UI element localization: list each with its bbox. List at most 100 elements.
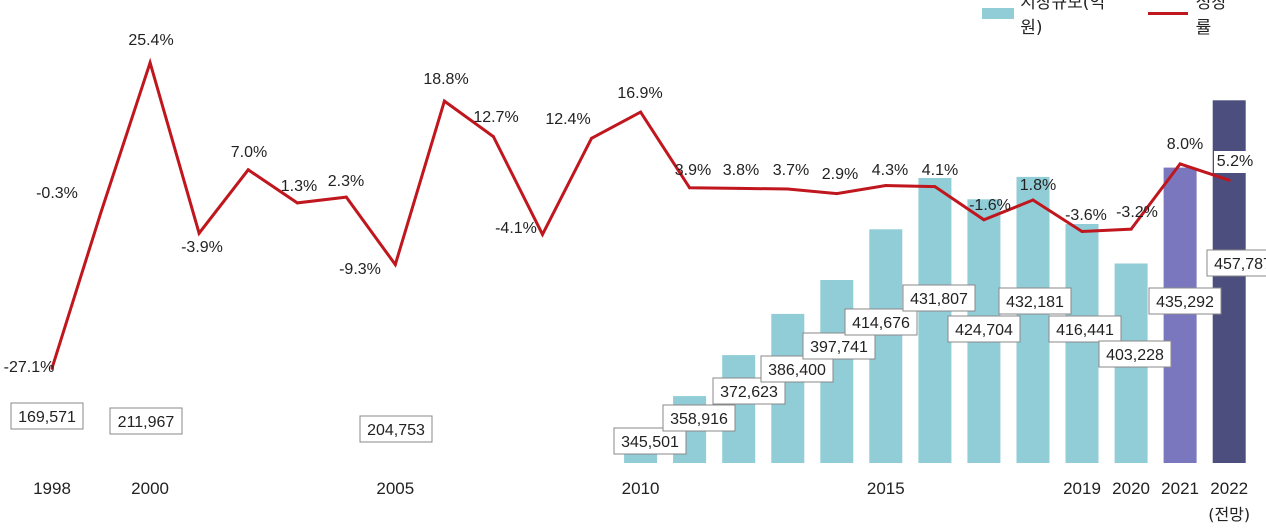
growth-label-bg [1214, 151, 1256, 173]
bar-value-label: 414,676 [852, 315, 910, 332]
bar-2019 [1065, 224, 1099, 463]
line-value-labels: -27.1% -0.3% 25.4% -3.9% 7.0% 1.3% 2.3% -9.3% 18… [4, 32, 1256, 376]
x-tick-label: 2010 [622, 479, 660, 498]
legend-line-label: 성장률 [1195, 0, 1227, 38]
legend-bar-label: 시장규모(억원) [1020, 0, 1106, 38]
bar-value-label-box [109, 407, 183, 435]
bar-value-label: 204,753 [367, 422, 425, 439]
growth-point-2004 [344, 195, 348, 199]
legend-item-growth-rate[interactable]: 성장률 [1147, 0, 1240, 38]
growth-value-label: 1.3% [281, 178, 317, 195]
bar-value-label: 457,787 [1214, 256, 1266, 273]
growth-point-2003 [295, 201, 299, 205]
bar-value-label-box [1148, 287, 1222, 315]
growth-point-2020 [1129, 227, 1133, 231]
growth-point-2009 [590, 136, 593, 140]
x-tick-sublabel: (전망) [1208, 505, 1250, 524]
bar-value-label: 431,807 [910, 291, 968, 308]
growth-point-2005 [393, 263, 397, 267]
growth-value-label: 3.8% [723, 162, 759, 179]
bar-value-label: 424,704 [955, 322, 1013, 339]
growth-point-2022 [1227, 178, 1231, 182]
bar-value-label: 435,292 [1156, 294, 1214, 311]
growth-value-label: -3.9% [181, 239, 223, 256]
bar-value-label: 432,181 [1006, 294, 1064, 311]
legend-line-swatch [1147, 11, 1188, 15]
growth-point-2014 [835, 192, 839, 196]
x-tick-label: 2005 [376, 479, 414, 498]
growth-value-label: 18.8% [423, 71, 468, 88]
bar-value-label-box [10, 402, 84, 430]
bar-value-label-box [1206, 249, 1266, 277]
bar-value-label: 386,400 [768, 362, 826, 379]
growth-point-2006 [442, 99, 446, 103]
legend-bar-swatch [982, 7, 1015, 19]
growth-point-2012 [737, 186, 741, 190]
growth-value-label: 16.9% [617, 85, 662, 102]
growth-value-label: 7.0% [231, 144, 267, 161]
growth-value-label: -3.2% [1116, 204, 1158, 221]
bar-value-label: 358,916 [670, 411, 728, 428]
growth-value-label: -3.6% [1065, 207, 1107, 224]
bar-2021 [1163, 167, 1197, 463]
bar-value-label-box [844, 308, 918, 336]
x-tick-label: 2000 [131, 479, 169, 498]
bar-2018 [1016, 176, 1050, 463]
bar-value-label-box [359, 415, 433, 443]
bar-value-label: 211,967 [118, 414, 175, 431]
growth-point-2007 [491, 135, 495, 139]
growth-value-label: 12.7% [473, 109, 518, 126]
growth-point-2000 [148, 61, 152, 65]
growth-value-label: -0.3% [36, 185, 78, 202]
bar-value-label-box [1048, 315, 1122, 343]
legend-item-market-size[interactable]: 시장규모(억원) [982, 0, 1122, 38]
bar-value-label-box [998, 287, 1072, 315]
bar-value-label: 403,228 [1106, 347, 1164, 364]
bar-value-label-box [902, 284, 976, 312]
growth-value-label: -27.1% [4, 359, 55, 376]
bar-value-label: 397,741 [810, 339, 868, 356]
growth-value-label: 3.9% [675, 162, 711, 179]
x-tick-label: 1998 [33, 479, 71, 498]
bar-value-label-box [662, 404, 736, 432]
legend: 시장규모(억원) 성장률 [982, 0, 1266, 38]
growth-value-label: 25.4% [128, 32, 173, 49]
growth-value-label: 2.3% [328, 173, 364, 190]
bar-value-label: 169,571 [18, 409, 76, 426]
bar-value-label: 416,441 [1056, 322, 1114, 339]
x-tick-label: 2021 [1161, 479, 1199, 498]
bar-value-label-box [613, 427, 687, 455]
growth-point-2002 [246, 168, 250, 172]
bar-value-label: 372,623 [720, 384, 778, 401]
growth-point-2017 [982, 218, 986, 222]
bar-value-label: 345,501 [621, 434, 679, 451]
growth-value-label: -9.3% [339, 261, 381, 278]
bar-value-label-box [760, 355, 834, 383]
growth-value-label: 3.7% [773, 162, 809, 179]
growth-value-label: -4.1% [495, 220, 537, 237]
growth-point-2013 [786, 187, 790, 191]
growth-point-2021 [1178, 162, 1182, 166]
growth-point-2001 [197, 231, 201, 235]
growth-point-2011 [688, 186, 692, 190]
bar-value-label-box [1098, 340, 1172, 368]
growth-value-label: 12.4% [545, 111, 590, 128]
growth-value-label: 4.1% [922, 162, 958, 179]
x-axis: 1998 2000 2005 2010 2015 2019 2020 2021 2022 (전망) [33, 479, 1250, 524]
growth-point-2016 [933, 185, 937, 189]
x-tick-label: 2020 [1112, 479, 1150, 498]
growth-value-label: 2.9% [822, 166, 858, 183]
growth-point-2019 [1080, 230, 1084, 233]
bar-value-label-box [947, 315, 1021, 343]
growth-value-label: -1.6% [969, 197, 1011, 214]
x-tick-label: 2022 [1210, 479, 1248, 498]
x-tick-label: 2015 [867, 479, 905, 498]
growth-value-label: 4.3% [872, 162, 908, 179]
growth-point-1998 [50, 366, 54, 370]
growth-value-label: 8.0% [1167, 136, 1203, 153]
growth-value-label: 5.2% [1217, 153, 1253, 170]
x-tick-label: 2019 [1063, 479, 1101, 498]
growth-point-2015 [884, 184, 888, 187]
growth-point-2010 [639, 110, 643, 114]
